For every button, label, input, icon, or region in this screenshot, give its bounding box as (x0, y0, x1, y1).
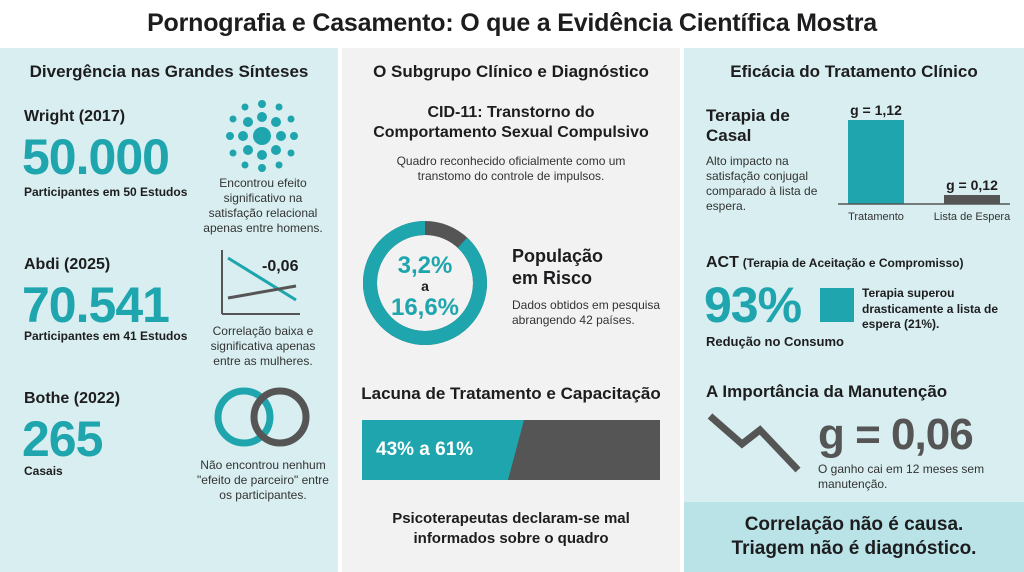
note-bothe: Não encontrou nenhum "efeito de parceiro… (197, 458, 329, 502)
bar-0 (848, 120, 904, 204)
value-wright: 50.000 (22, 129, 170, 185)
couple-title-line2: Casal (706, 126, 752, 145)
maint-value: g = 0,06 (818, 410, 974, 459)
author-abdi: Abdi (2025) (24, 256, 111, 273)
footer-line2: Triagem não é diagnóstico. (731, 538, 977, 559)
author-bothe: Bothe (2022) (24, 390, 121, 407)
bar-category-label-1: Lista de Espera (934, 211, 1011, 223)
donut-fill (363, 221, 487, 345)
couple-therapy-bar-chart: g = 1,12 Tratamento g = 0,12 Lista de Esper… (838, 102, 1011, 223)
act-square-marker (820, 288, 854, 322)
gap-description-line2: informados sobre o quadro (413, 530, 609, 547)
note-abdi: Correlação baixa e significativa apenas … (210, 324, 316, 368)
page-title: Pornografia e Casamento: O que a Evidênc… (147, 8, 877, 37)
value-abdi: 70.541 (22, 277, 170, 333)
donut-high-value: 16,6% (390, 294, 460, 321)
left-heading: Divergência nas Grandes Sínteses (29, 62, 309, 81)
cid-title-line1: CID-11: Transtorno do (427, 104, 595, 121)
footer-line1: Correlação não é causa. (744, 514, 964, 536)
bar-1 (944, 195, 1000, 204)
bar-value-label-1: g = 0,12 (946, 177, 998, 193)
act-note: Terapia superou drasticamente a lista de… (862, 286, 999, 332)
bar-value-label-0: g = 1,12 (850, 102, 902, 118)
bar-category-label-0: Tratamento (848, 211, 904, 223)
risk-donut-chart (363, 221, 487, 345)
gap-heading: Lacuna de Tratamento e Capacitação (361, 384, 661, 403)
caption-bothe: Casais (24, 464, 63, 478)
couple-description: Alto impacto na satisfação conjugal comp… (706, 154, 818, 213)
value-bothe: 265 (22, 411, 103, 467)
gap-value: 43% a 61% (376, 439, 474, 460)
middle-column: O Subgrupo Clínico e Diagnóstico CID-11:… (342, 48, 680, 572)
author-wright: Wright (2017) (24, 108, 126, 125)
risk-title-line1: População (512, 246, 604, 266)
maint-heading: A Importância da Manutenção (706, 382, 948, 401)
rings-icon (214, 387, 310, 447)
left-column: Divergência nas Grandes Sínteses Wright … (0, 48, 338, 572)
couple-title-line1: Terapia de (706, 106, 790, 125)
abdi-chart-label: -0,06 (262, 258, 299, 275)
declining-trend-icon (707, 413, 801, 473)
caption-abdi: Participantes em 41 Estudos (24, 329, 188, 343)
right-column: Eficácia do Tratamento Clínico Terapia d… (684, 48, 1024, 572)
footer-box: Correlação não é causa. Triagem não é di… (684, 502, 1024, 572)
caption-wright: Participantes em 50 Estudos (24, 185, 188, 199)
act-caption: Redução no Consumo (706, 334, 844, 349)
mid-heading: O Subgrupo Clínico e Diagnóstico (373, 62, 649, 81)
note-wright: Encontrou efeito significativo na satisf… (203, 176, 323, 235)
maint-description: O ganho cai em 12 meses sem manutenção. (818, 462, 985, 491)
header: Pornografia e Casamento: O que a Evidênc… (0, 0, 1024, 46)
act-title-row: ACT (Terapia de Aceitação e Compromisso) (706, 254, 964, 272)
gap-description-line1: Psicoterapeutas declaram-se mal (392, 510, 630, 527)
dot-cluster-icon (226, 100, 298, 172)
act-subtitle: (Terapia de Aceitação e Compromisso) (742, 256, 964, 270)
right-heading: Eficácia do Tratamento Clínico (730, 62, 978, 81)
donut-low-value: 3,2% (397, 252, 453, 279)
cid-title-line2: Comportamento Sexual Compulsivo (373, 124, 649, 141)
cid-description: Quadro reconhecido oficialmente como um … (396, 154, 626, 183)
line-chart-icon (221, 250, 300, 315)
act-value: 93% (704, 277, 802, 333)
risk-title-line2: em Risco (512, 268, 593, 288)
act-title: ACT (706, 254, 739, 271)
donut-connector: a (421, 278, 429, 294)
risk-description: Dados obtidos em pesquisa abrangendo 42 … (512, 298, 661, 327)
gap-bar (362, 420, 660, 480)
